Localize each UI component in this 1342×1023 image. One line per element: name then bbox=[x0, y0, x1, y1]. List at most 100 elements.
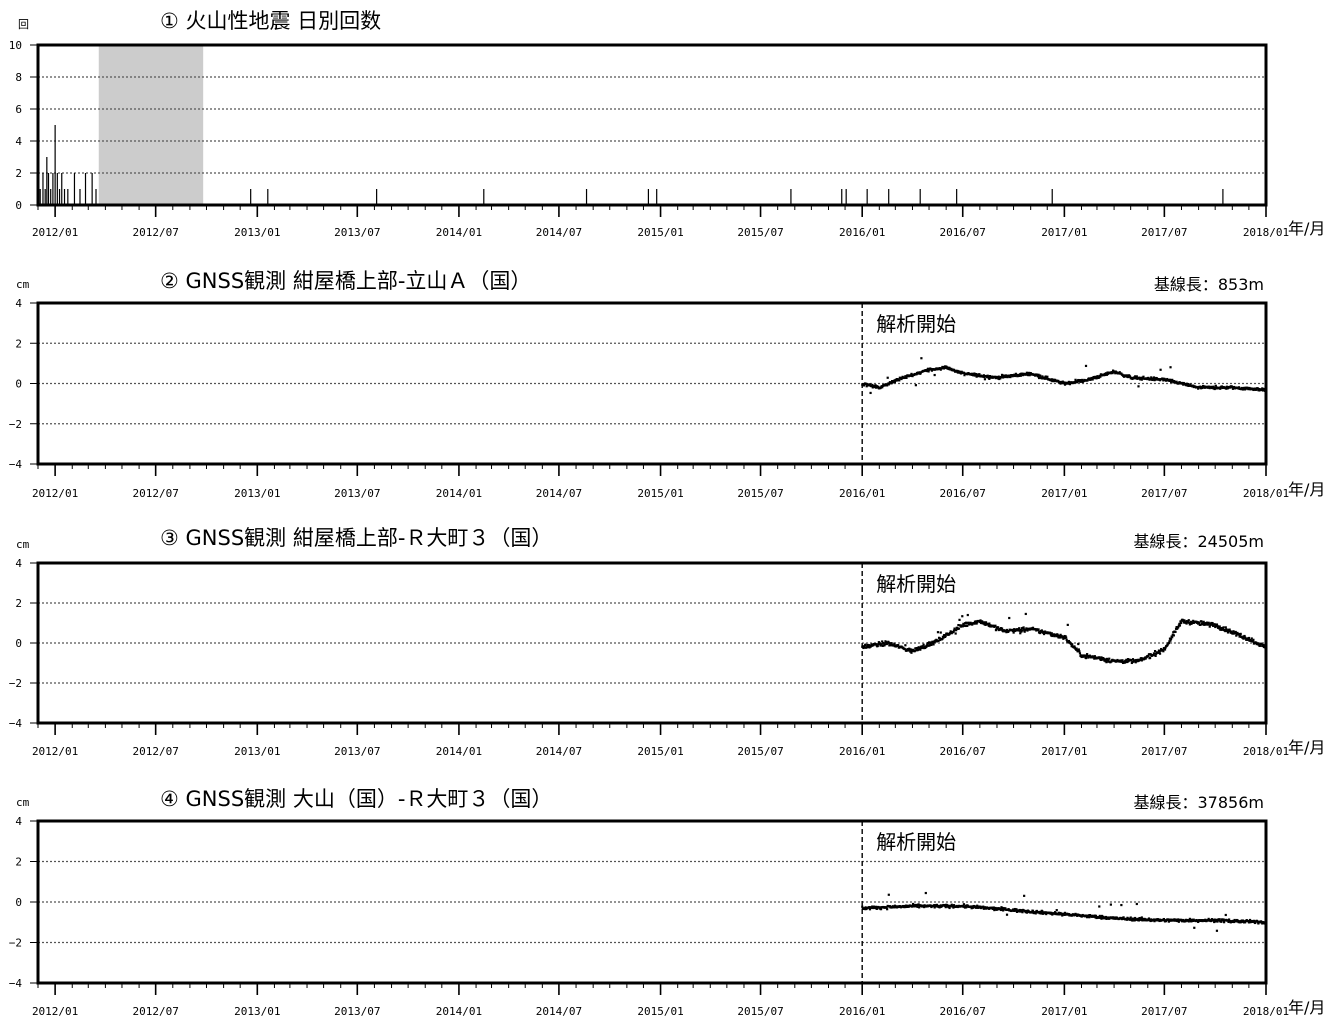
data-point bbox=[1051, 634, 1054, 638]
data-point bbox=[1199, 385, 1202, 388]
x-tick-label: 2014/01 bbox=[436, 487, 482, 500]
data-point bbox=[1134, 659, 1137, 662]
data-point bbox=[1073, 645, 1076, 648]
data-point bbox=[1055, 909, 1058, 912]
data-point bbox=[960, 625, 963, 628]
data-point bbox=[1177, 918, 1180, 921]
data-point bbox=[1211, 387, 1215, 390]
x-tick-label: 2015/07 bbox=[737, 745, 783, 758]
data-point bbox=[1201, 386, 1204, 389]
data-point bbox=[1133, 919, 1136, 922]
data-point bbox=[1224, 629, 1227, 633]
data-point bbox=[1140, 917, 1143, 921]
data-point bbox=[975, 622, 978, 625]
data-point bbox=[1060, 912, 1063, 916]
data-point bbox=[1050, 634, 1053, 637]
data-point bbox=[939, 638, 942, 642]
x-tick-label: 2012/01 bbox=[32, 487, 78, 500]
data-point bbox=[911, 905, 914, 908]
data-point bbox=[1018, 908, 1021, 912]
data-point bbox=[1018, 910, 1021, 913]
data-point bbox=[923, 646, 926, 650]
x-tick-label: 2012/07 bbox=[132, 745, 178, 758]
x-axis-unit: 年/月 bbox=[1288, 998, 1325, 1017]
y-tick-label: −4 bbox=[9, 717, 23, 730]
y-tick-label: 0 bbox=[15, 637, 22, 650]
y-tick-label: 6 bbox=[15, 103, 22, 116]
data-point bbox=[1025, 371, 1029, 374]
data-point bbox=[1057, 379, 1060, 383]
data-point bbox=[1253, 387, 1256, 390]
data-point bbox=[979, 905, 982, 908]
data-point bbox=[1203, 622, 1206, 625]
data-point bbox=[956, 369, 959, 373]
data-point bbox=[867, 644, 871, 647]
data-point bbox=[1147, 654, 1150, 657]
data-point bbox=[915, 903, 918, 907]
data-point bbox=[1250, 637, 1253, 640]
data-point bbox=[1177, 920, 1180, 923]
y-axis-unit: cm bbox=[16, 538, 30, 551]
data-point bbox=[1148, 656, 1152, 660]
data-point bbox=[1175, 625, 1178, 629]
data-point bbox=[926, 641, 930, 645]
data-point bbox=[1260, 388, 1263, 391]
data-point bbox=[952, 630, 955, 633]
data-point bbox=[1023, 628, 1026, 631]
data-point bbox=[961, 625, 964, 628]
data-point bbox=[998, 377, 1001, 381]
data-point bbox=[1172, 631, 1175, 634]
data-point bbox=[878, 642, 882, 645]
data-point bbox=[1212, 385, 1215, 388]
data-point bbox=[1125, 374, 1128, 377]
data-point bbox=[987, 622, 990, 626]
data-point bbox=[876, 907, 879, 910]
data-point bbox=[983, 375, 986, 379]
data-point bbox=[1226, 629, 1229, 633]
data-point bbox=[1056, 634, 1059, 637]
data-point bbox=[1050, 911, 1053, 914]
data-point bbox=[1136, 377, 1140, 380]
data-point bbox=[1183, 619, 1186, 622]
data-point bbox=[1070, 642, 1073, 645]
data-point bbox=[987, 624, 990, 627]
no-observation-band bbox=[98, 45, 204, 205]
data-point bbox=[909, 374, 913, 377]
data-point bbox=[886, 376, 889, 379]
y-tick-label: 0 bbox=[15, 896, 22, 909]
data-point bbox=[1192, 384, 1195, 387]
x-tick-label: 2013/07 bbox=[334, 745, 380, 758]
data-point bbox=[868, 908, 872, 911]
data-point bbox=[920, 646, 924, 649]
data-point bbox=[945, 903, 948, 907]
data-point bbox=[1158, 651, 1161, 654]
data-point bbox=[872, 906, 875, 910]
data-point bbox=[994, 375, 997, 378]
data-point bbox=[1210, 919, 1213, 922]
panel-1: 0 2 4 6 8 10 2012/01 2012/07 2013/01 2013/07 2014/… bbox=[9, 9, 1326, 239]
data-point bbox=[932, 643, 935, 646]
data-point bbox=[999, 377, 1002, 380]
data-point bbox=[1223, 921, 1226, 924]
data-point bbox=[1187, 619, 1190, 622]
data-point bbox=[1070, 645, 1073, 648]
data-point bbox=[1074, 378, 1077, 381]
data-point bbox=[1192, 918, 1195, 921]
data-point bbox=[1169, 637, 1173, 640]
data-point bbox=[999, 628, 1002, 631]
data-point bbox=[1224, 913, 1227, 917]
data-point bbox=[1067, 913, 1070, 916]
data-point bbox=[1083, 654, 1087, 657]
data-point bbox=[1248, 921, 1251, 924]
data-point bbox=[1009, 375, 1012, 379]
data-point bbox=[1177, 382, 1180, 385]
data-point bbox=[1075, 647, 1078, 650]
data-point bbox=[887, 383, 890, 386]
data-point bbox=[1124, 659, 1127, 662]
x-tick-label: 2015/07 bbox=[737, 226, 783, 239]
data-point bbox=[1084, 656, 1088, 660]
data-point bbox=[1125, 918, 1128, 921]
data-point bbox=[1227, 628, 1230, 631]
data-point bbox=[972, 906, 975, 909]
data-point bbox=[881, 644, 884, 647]
